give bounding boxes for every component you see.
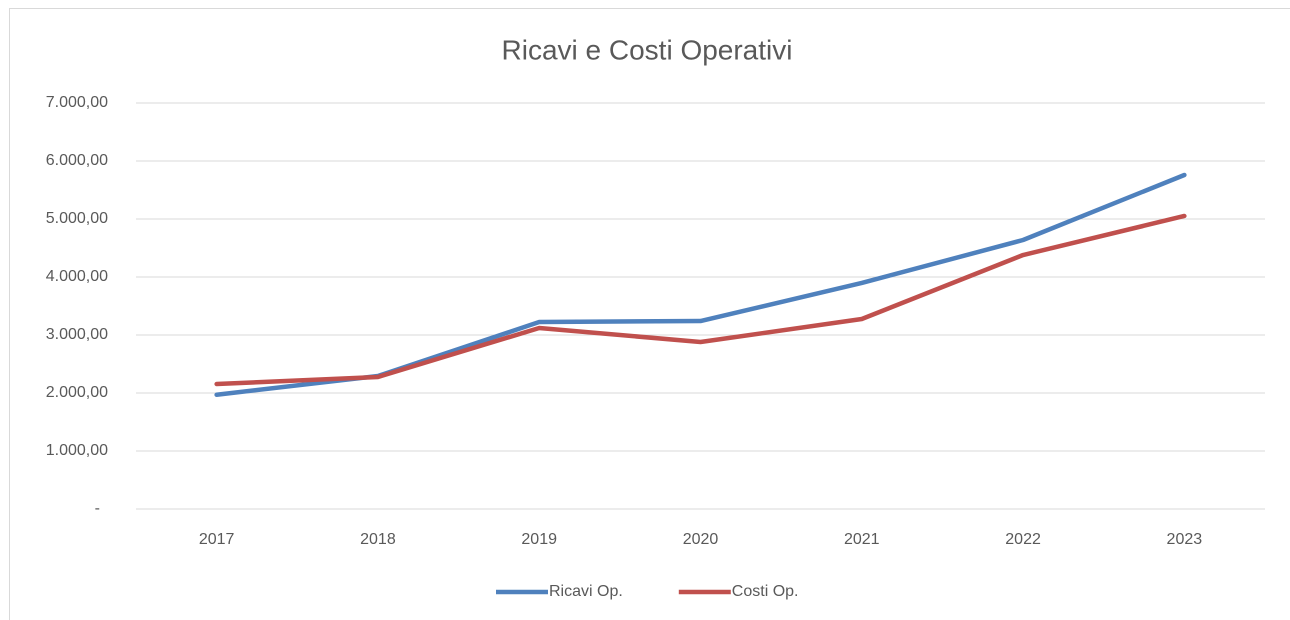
y-tick-label: 4.000,00	[46, 268, 108, 285]
y-tick-label: 6.000,00	[46, 152, 108, 169]
x-tick-label: 2020	[683, 531, 719, 548]
y-tick-label: 1.000,00	[46, 442, 108, 459]
x-tick-label: 2018	[360, 531, 396, 548]
y-tick-label: 3.000,00	[46, 326, 108, 343]
line-series	[214, 213, 1187, 387]
y-tick-label: 2.000,00	[46, 384, 108, 401]
x-tick-label: 2017	[199, 531, 235, 548]
y-tick-label: -	[95, 500, 100, 517]
x-tick-label: 2022	[1005, 531, 1041, 548]
y-tick-label: 7.000,00	[46, 94, 108, 111]
legend-label: Costi Op.	[732, 583, 799, 600]
x-tick-label: 2021	[844, 531, 880, 548]
chart-frame	[9, 8, 1290, 620]
x-tick-label: 2023	[1167, 531, 1203, 548]
chart-title: Ricavi e Costi Operativi	[502, 34, 793, 65]
y-tick-label: 5.000,00	[46, 210, 108, 227]
legend-label: Ricavi Op.	[549, 583, 623, 600]
x-tick-label: 2019	[521, 531, 557, 548]
